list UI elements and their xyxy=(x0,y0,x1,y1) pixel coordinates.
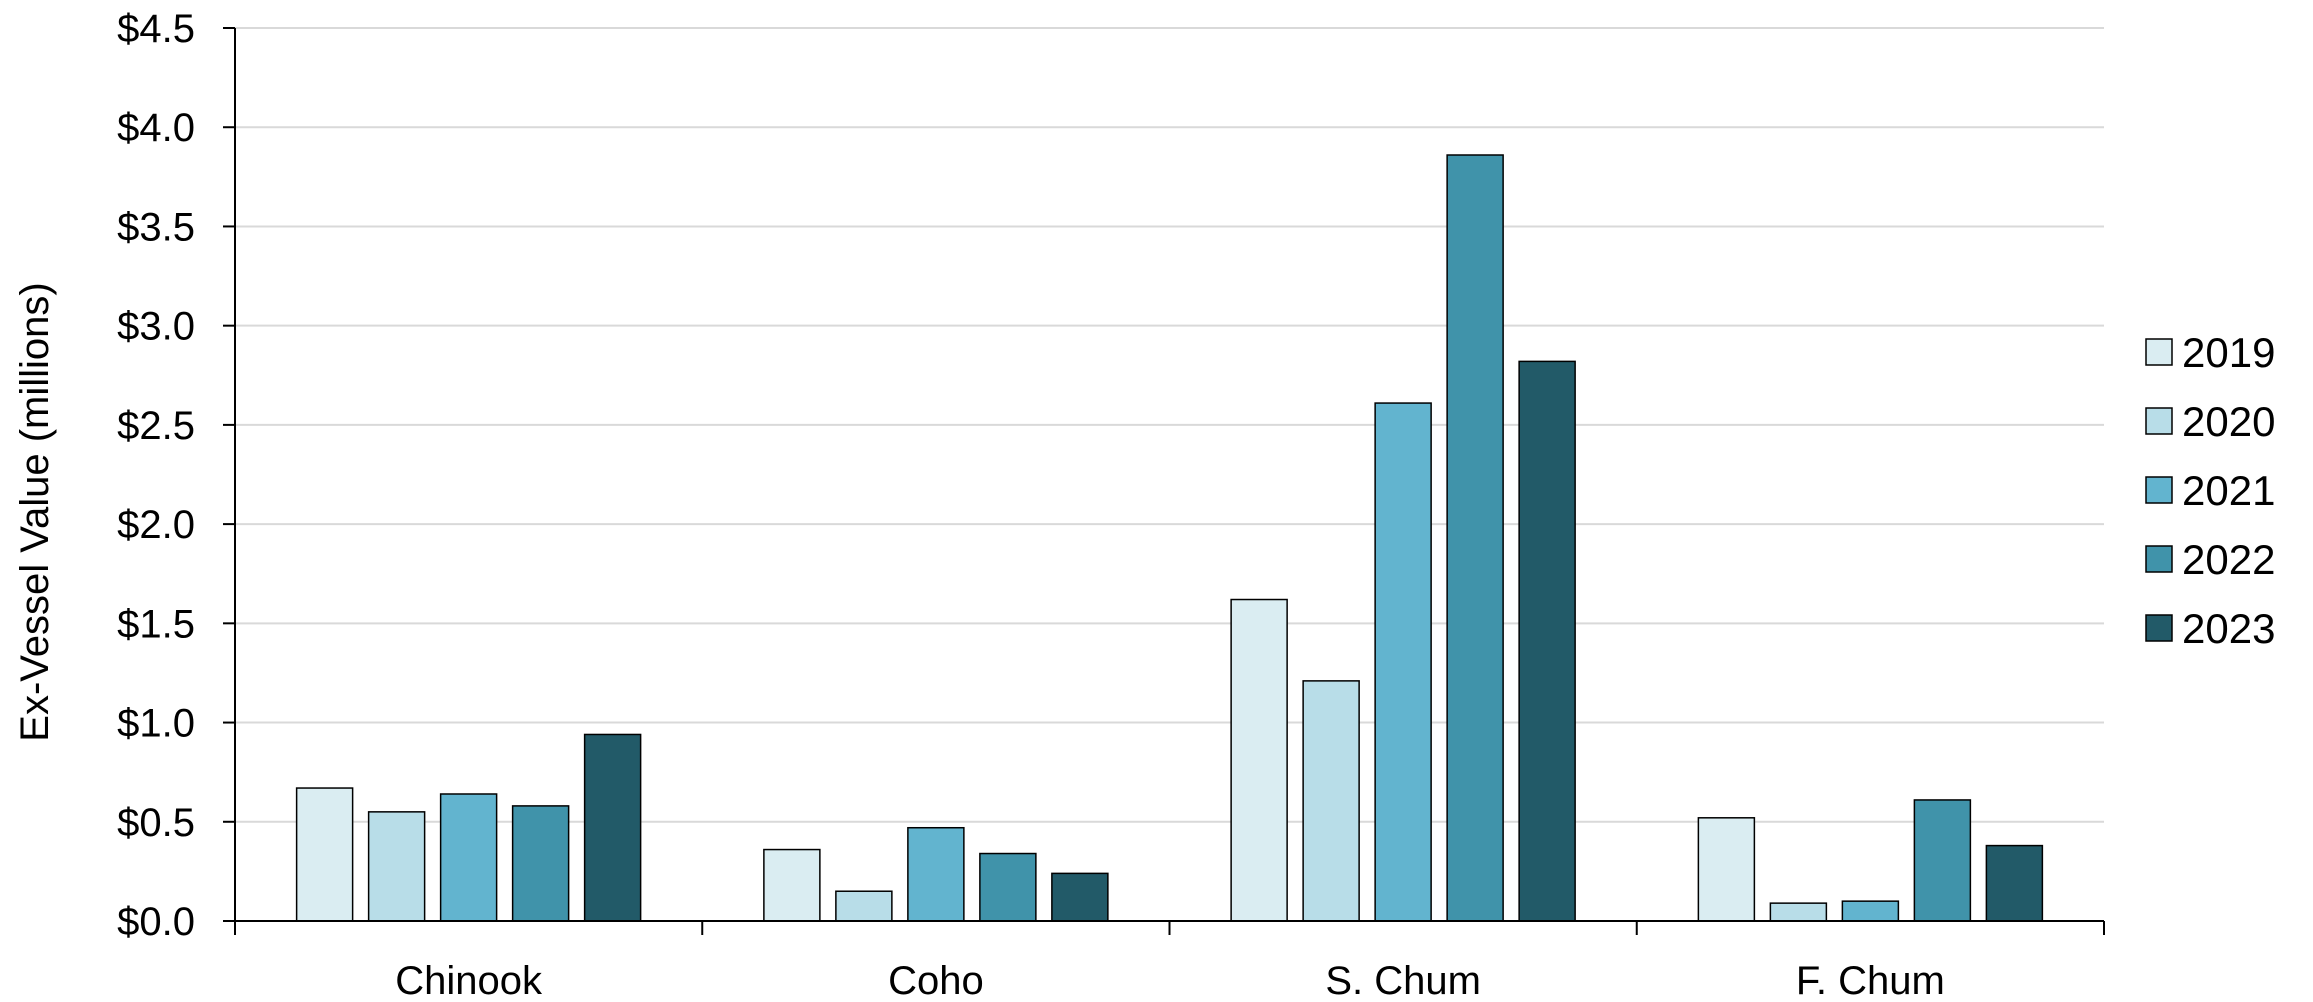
bar-2021-f-chum xyxy=(1841,900,1900,922)
bar-2022-chinook xyxy=(511,805,570,922)
legend-label: 2022 xyxy=(2182,536,2275,583)
bar-2021-s-chum xyxy=(1374,402,1432,922)
bar-2020-s-chum xyxy=(1302,680,1360,922)
x-tick-label: Coho xyxy=(888,959,984,997)
bar-2020-f-chum xyxy=(1769,902,1828,922)
legend-label: 2021 xyxy=(2182,467,2275,514)
y-tick-label: $2.0 xyxy=(117,503,195,547)
x-axis-tick-labels: Chinook Coho S. Chum F. Chum xyxy=(395,959,1945,1002)
y-tick-label: $3.5 xyxy=(117,205,195,249)
legend-swatch xyxy=(2145,545,2173,573)
x-tick-label: F. Chum xyxy=(1796,959,1945,997)
bar-2021-coho xyxy=(907,826,965,922)
bar-2020-coho xyxy=(835,890,893,922)
bar-2019-f-chum xyxy=(1697,817,1756,922)
legend-label: 2019 xyxy=(2182,329,2275,376)
bar-2019-coho xyxy=(763,848,821,922)
bar-2022-s-chum xyxy=(1446,154,1504,922)
bar-2023-f-chum xyxy=(1985,844,2044,922)
bar-2022-f-chum xyxy=(1913,799,1972,922)
y-tick-label: $4.5 xyxy=(117,7,195,51)
bar-2019-s-chum xyxy=(1230,598,1288,922)
bar-2023-coho xyxy=(1051,872,1109,922)
x-tick-label: Chinook xyxy=(395,959,543,997)
y-tick-label: $0.0 xyxy=(117,900,195,944)
bar-2023-chinook xyxy=(583,733,642,922)
bars xyxy=(295,154,2044,922)
legend-label: 2023 xyxy=(2182,605,2275,652)
y-axis-tick-labels: $0.0 $0.5 $1.0 $1.5 $2.0 $2.5 $3.0 $3.5 $4.0 $4.5 xyxy=(117,7,195,944)
legend: 2019 2020 2021 2022 2023 xyxy=(2145,329,2275,652)
y-tick-label: $1.0 xyxy=(117,702,195,746)
y-tick-label: $0.5 xyxy=(117,801,195,845)
bar-2021-chinook xyxy=(439,793,498,922)
axes xyxy=(223,27,2105,935)
y-tick-label: $2.5 xyxy=(117,404,195,448)
bar-2022-coho xyxy=(979,852,1037,922)
legend-swatch xyxy=(2145,476,2173,504)
y-tick-label: $1.5 xyxy=(117,602,195,646)
bar-2020-chinook xyxy=(367,811,426,922)
gridlines xyxy=(235,27,2104,823)
y-tick-label: $3.0 xyxy=(117,305,195,349)
y-axis-label: Ex-Vessel Value (millions) xyxy=(13,282,57,741)
y-tick-label: $4.0 xyxy=(117,106,195,150)
legend-label: 2020 xyxy=(2182,398,2275,445)
bar-2023-s-chum xyxy=(1518,360,1576,922)
x-tick-label: S. Chum xyxy=(1325,959,1481,997)
legend-swatch xyxy=(2145,614,2173,642)
bar-2019-chinook xyxy=(295,787,354,922)
legend-swatch xyxy=(2145,338,2173,366)
legend-swatch xyxy=(2145,407,2173,435)
